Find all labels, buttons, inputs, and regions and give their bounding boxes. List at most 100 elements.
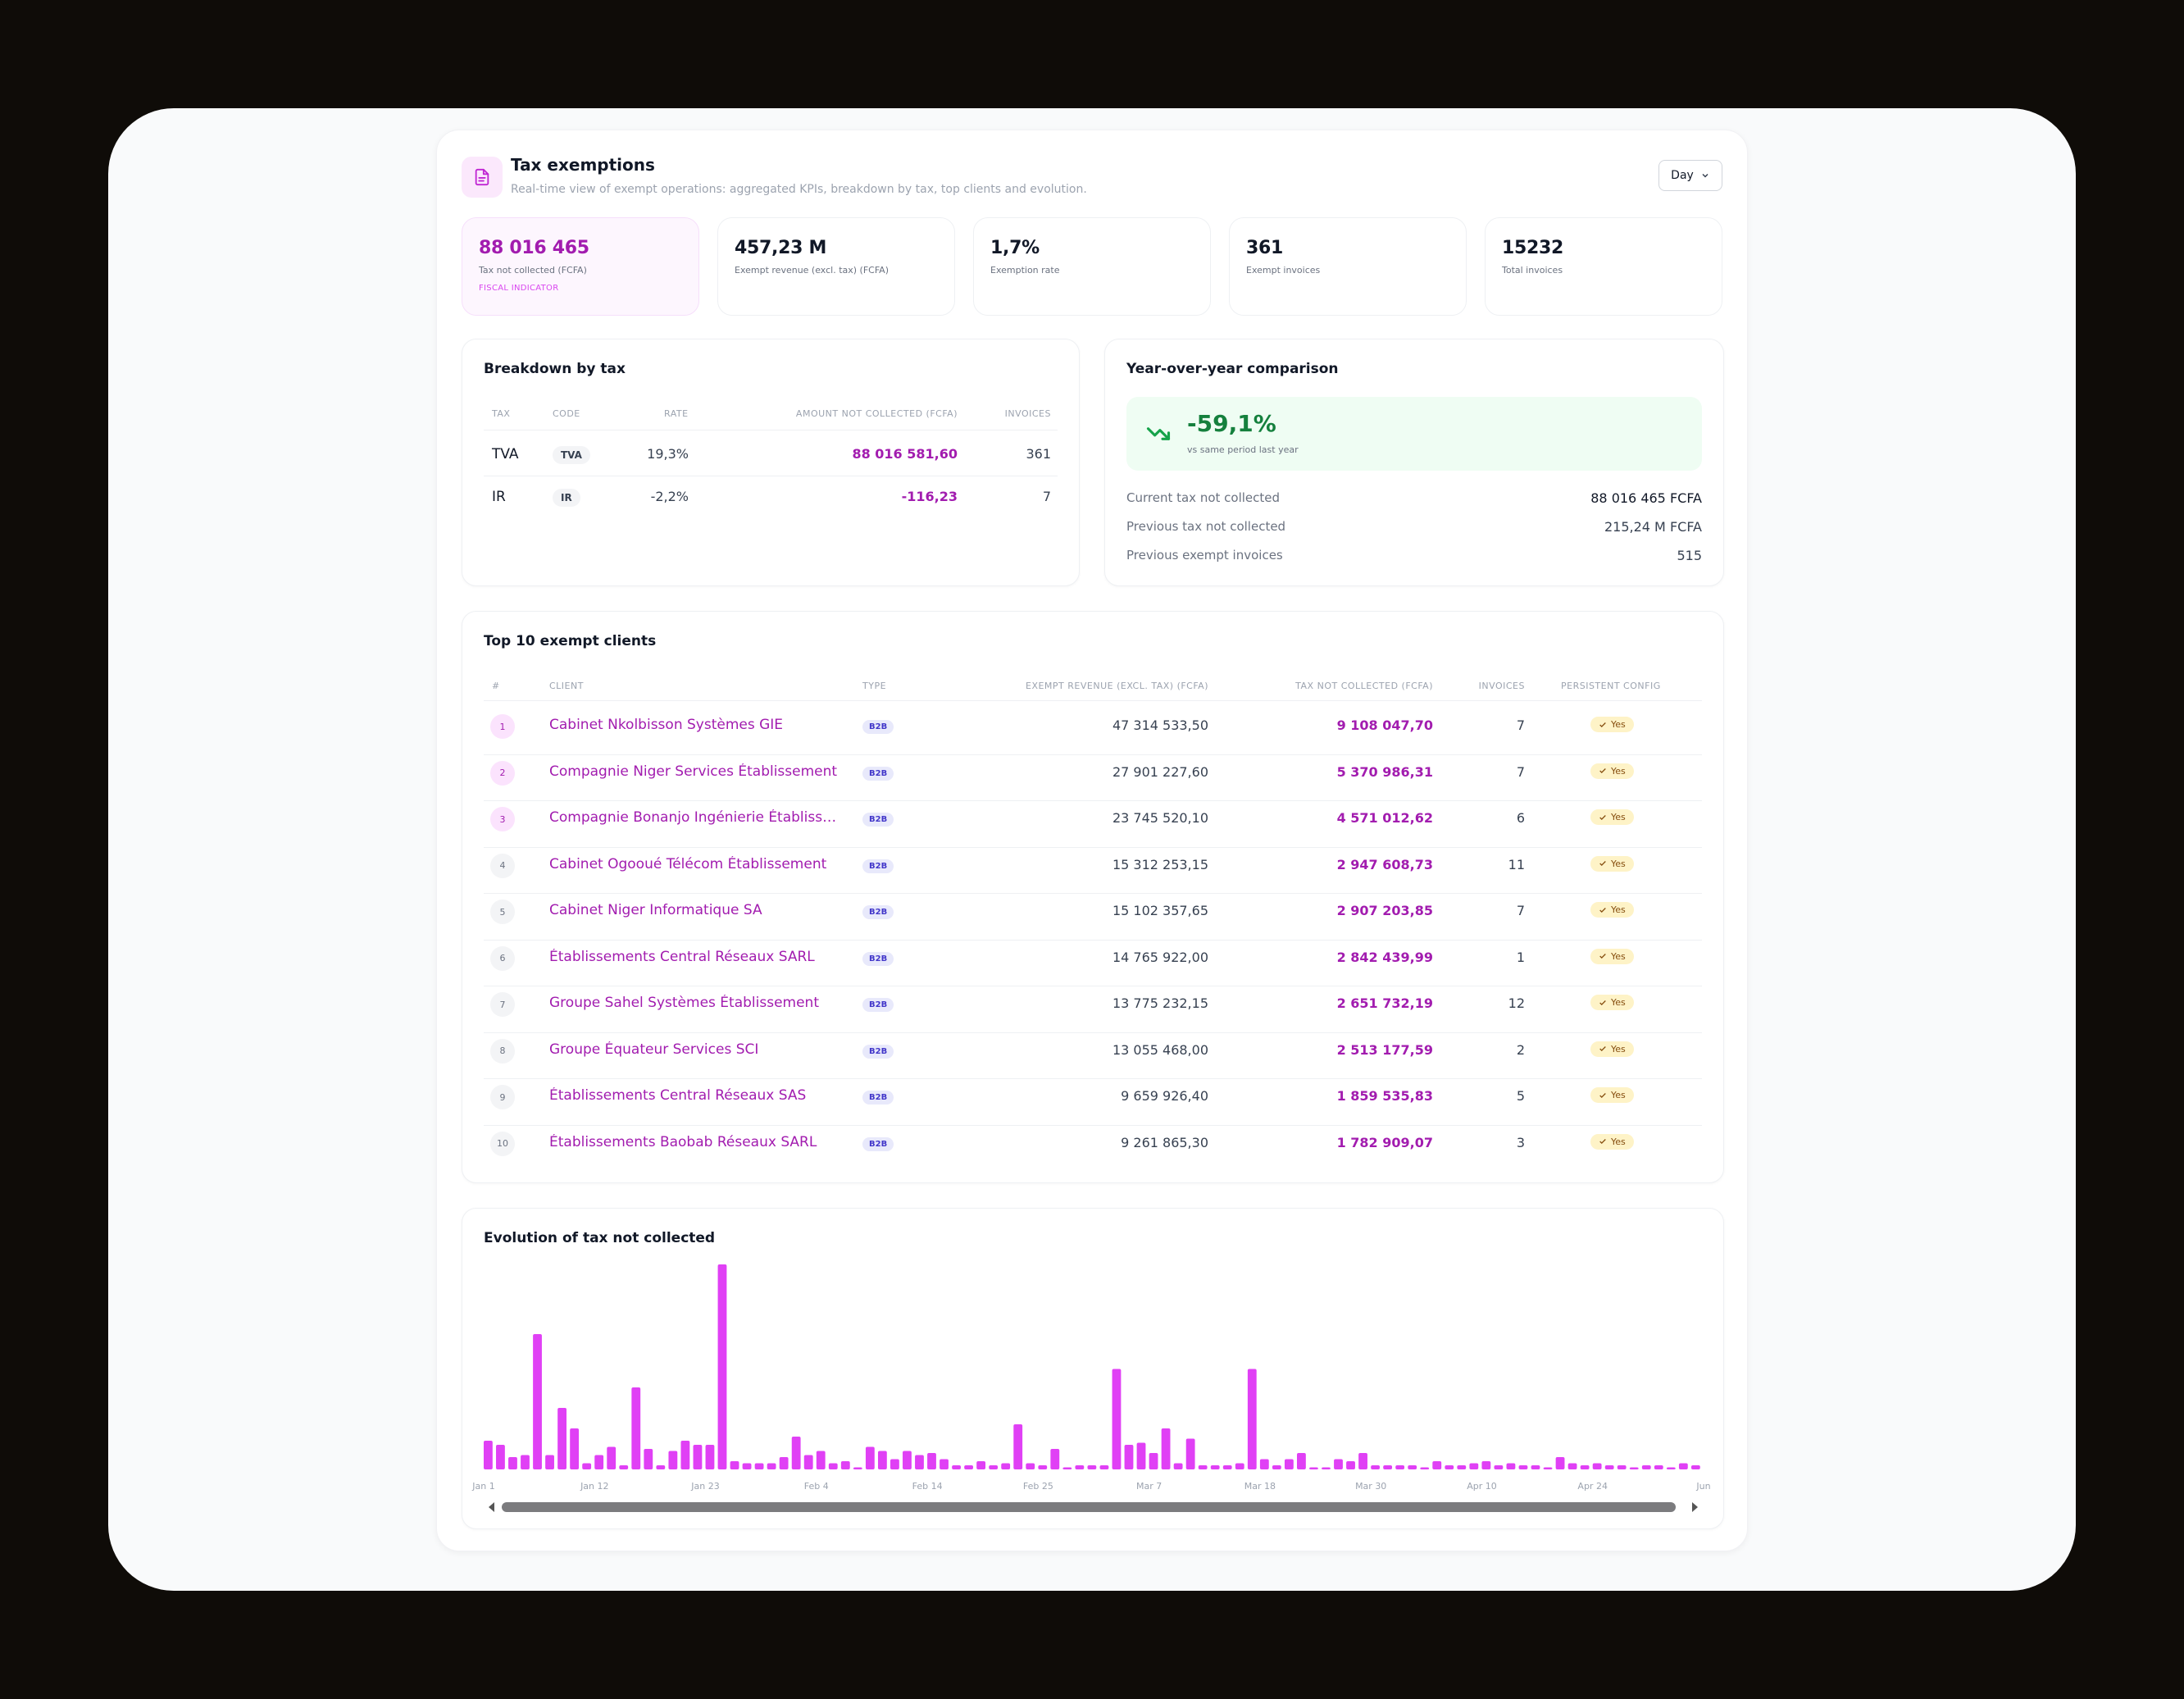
chart-bar[interactable]	[1297, 1453, 1306, 1469]
chart-bar[interactable]	[1531, 1465, 1540, 1469]
chart-bar[interactable]	[1173, 1463, 1183, 1470]
chart-bar[interactable]	[582, 1463, 592, 1470]
chart-bar[interactable]	[508, 1457, 517, 1469]
chart-bar[interactable]	[1346, 1461, 1355, 1469]
client-name-link[interactable]: Cabinet Ogooué Télécom Établissement	[549, 855, 827, 872]
chart-bar[interactable]	[1395, 1465, 1405, 1469]
chart-bar[interactable]	[496, 1445, 505, 1469]
chart-bar[interactable]	[754, 1463, 764, 1470]
chart-bar[interactable]	[1284, 1459, 1294, 1470]
chart-bar[interactable]	[840, 1461, 850, 1469]
chart-bar[interactable]	[1371, 1465, 1380, 1469]
chart-scrollbar[interactable]	[502, 1502, 1676, 1512]
chart-bar[interactable]	[533, 1334, 542, 1469]
chart-bar[interactable]	[656, 1465, 666, 1469]
chart-bar[interactable]	[1247, 1369, 1257, 1470]
chart-bar[interactable]	[1259, 1459, 1269, 1470]
chart-bar[interactable]	[1161, 1428, 1171, 1469]
chart-bar[interactable]	[1050, 1449, 1060, 1469]
chart-bar[interactable]	[1334, 1459, 1343, 1470]
chart-bar[interactable]	[952, 1465, 961, 1469]
chart-bar[interactable]	[1617, 1465, 1627, 1469]
chart-bar[interactable]	[1690, 1465, 1700, 1469]
chart-bar[interactable]	[705, 1445, 715, 1469]
scroll-right-arrow[interactable]	[1692, 1502, 1698, 1512]
chart-bar[interactable]	[1001, 1463, 1011, 1470]
chart-bar[interactable]	[668, 1451, 678, 1470]
client-name-link[interactable]: Groupe Sahel Systèmes Établissement	[549, 995, 819, 1011]
chart-bar[interactable]	[1592, 1463, 1602, 1470]
chart-bar[interactable]	[1038, 1465, 1048, 1469]
chart-bar[interactable]	[1666, 1467, 1676, 1470]
chart-bar[interactable]	[1358, 1453, 1367, 1469]
chart-bar[interactable]	[927, 1453, 936, 1469]
chart-bar[interactable]	[1678, 1463, 1688, 1470]
chart-bar[interactable]	[484, 1441, 493, 1469]
chart-bar[interactable]	[1026, 1463, 1035, 1470]
client-name-link[interactable]: Établissements Baobab Réseaux SARL	[549, 1133, 817, 1150]
chart-bar[interactable]	[1087, 1465, 1097, 1469]
chart-bar[interactable]	[1112, 1369, 1122, 1470]
chart-bar[interactable]	[570, 1428, 580, 1469]
chart-bar[interactable]	[828, 1463, 838, 1470]
chart-bar[interactable]	[1518, 1465, 1528, 1469]
chart-bar[interactable]	[964, 1465, 973, 1469]
chart-bar[interactable]	[730, 1461, 739, 1469]
chart-bar[interactable]	[619, 1465, 629, 1469]
chart-bar[interactable]	[557, 1408, 566, 1469]
chart-bar[interactable]	[1506, 1463, 1516, 1470]
chart-bar[interactable]	[594, 1455, 604, 1470]
chart-bar[interactable]	[903, 1451, 912, 1470]
chart-bar[interactable]	[1543, 1467, 1553, 1470]
chart-bar[interactable]	[1641, 1465, 1651, 1469]
chart-bar[interactable]	[1272, 1465, 1281, 1469]
chart-bar[interactable]	[791, 1437, 801, 1469]
chart-bar[interactable]	[1555, 1457, 1565, 1469]
chart-bar[interactable]	[1222, 1465, 1232, 1469]
client-name-link[interactable]: Compagnie Bonanjo Ingénierie Établissem…	[549, 809, 844, 826]
chart-bar[interactable]	[853, 1467, 862, 1470]
chart-bar[interactable]	[1654, 1465, 1663, 1469]
client-name-link[interactable]: Compagnie Niger Services Établissement	[549, 763, 838, 780]
chart-bar[interactable]	[915, 1455, 924, 1470]
chart-bar[interactable]	[1136, 1442, 1146, 1470]
chart-bar[interactable]	[644, 1449, 653, 1469]
chart-bar[interactable]	[1322, 1467, 1331, 1470]
chart-bar[interactable]	[742, 1463, 752, 1470]
chart-bar[interactable]	[1099, 1465, 1109, 1469]
chart-bar[interactable]	[680, 1441, 690, 1469]
chart-bar[interactable]	[693, 1445, 703, 1469]
chart-bar[interactable]	[1481, 1461, 1491, 1469]
chart-bar[interactable]	[1420, 1467, 1430, 1470]
chart-bar[interactable]	[1062, 1467, 1072, 1470]
chart-bar[interactable]	[1604, 1465, 1614, 1469]
chart-bar[interactable]	[890, 1459, 899, 1470]
chart-bar[interactable]	[1210, 1465, 1220, 1469]
chart-bar[interactable]	[1567, 1463, 1577, 1470]
chart-bar[interactable]	[940, 1459, 949, 1470]
client-name-link[interactable]: Cabinet Niger Informatique SA	[549, 902, 762, 918]
chart-bar[interactable]	[1309, 1467, 1318, 1470]
chart-bar[interactable]	[1124, 1445, 1134, 1469]
chart-bar[interactable]	[1580, 1465, 1590, 1469]
chart-bar[interactable]	[803, 1455, 813, 1470]
chart-bar[interactable]	[865, 1446, 875, 1470]
client-name-link[interactable]: Établissements Central Réseaux SARL	[549, 948, 815, 965]
scroll-left-arrow[interactable]	[489, 1502, 494, 1512]
chart-bar[interactable]	[607, 1446, 617, 1470]
chart-bar[interactable]	[1198, 1465, 1208, 1469]
chart-bar[interactable]	[989, 1465, 999, 1469]
chart-bar[interactable]	[877, 1451, 887, 1470]
chart-bar[interactable]	[1149, 1453, 1158, 1469]
chart-bar[interactable]	[1383, 1465, 1393, 1469]
chart-bar[interactable]	[1445, 1465, 1454, 1469]
chart-bar[interactable]	[816, 1451, 826, 1470]
client-name-link[interactable]: Groupe Équateur Services SCI	[549, 1041, 759, 1058]
chart-bar[interactable]	[767, 1463, 776, 1470]
chart-bar[interactable]	[631, 1387, 641, 1469]
chart-bar[interactable]	[1432, 1461, 1442, 1469]
client-name-link[interactable]: Cabinet Nkolbisson Systèmes GIE	[549, 717, 784, 733]
chart-bar[interactable]	[1457, 1465, 1467, 1469]
chart-bar[interactable]	[1235, 1463, 1244, 1470]
chart-bar[interactable]	[1629, 1467, 1639, 1470]
